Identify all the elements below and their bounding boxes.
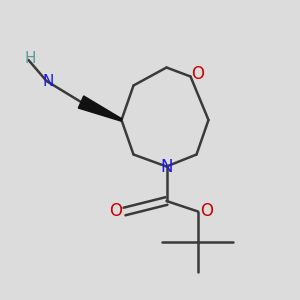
Text: O: O <box>200 202 214 220</box>
Polygon shape <box>78 96 122 121</box>
Text: N: N <box>160 158 173 176</box>
Text: O: O <box>109 202 122 220</box>
Text: N: N <box>42 74 54 88</box>
Text: H: H <box>24 51 36 66</box>
Text: O: O <box>191 65 205 83</box>
